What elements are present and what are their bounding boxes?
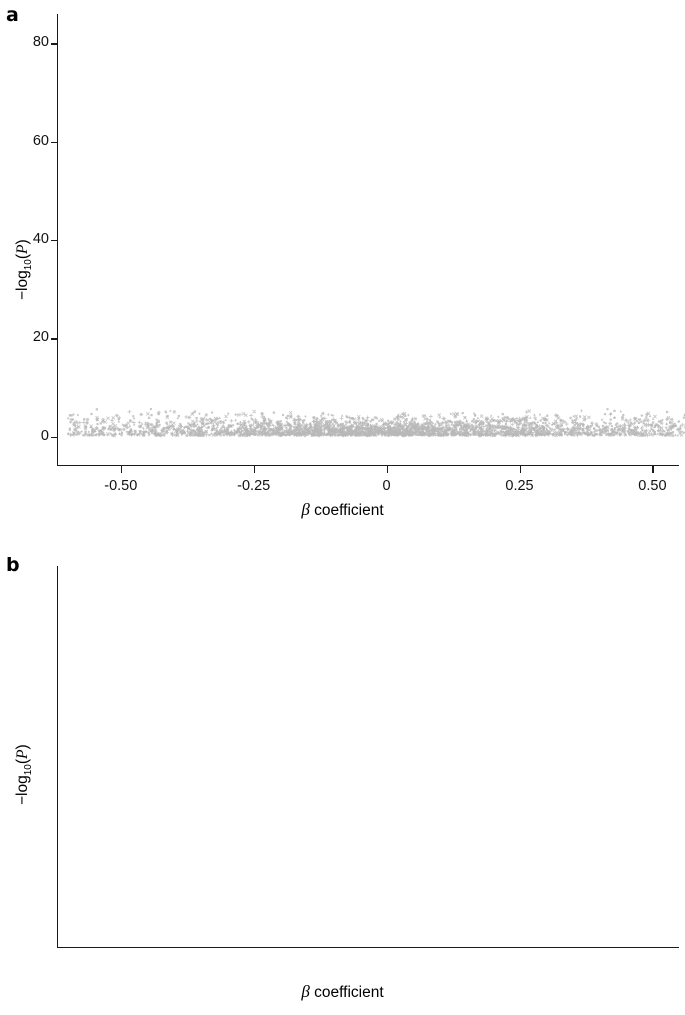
panel-a-canvas (66, 407, 685, 438)
panel-a: a −log10(P) β coefficient 0 20 40 60 80 -0.50… (6, 4, 685, 519)
panel-a-y-axis-title: −log10(P) (14, 239, 35, 300)
x-tick-label: 0.25 (505, 478, 534, 494)
x-tick-mark (652, 466, 654, 473)
y-tick-mark (51, 338, 57, 340)
y-tick-mark (51, 240, 57, 242)
x-tick-label: -0.50 (104, 478, 138, 494)
y-tick-label: 40 (32, 231, 49, 247)
x-tick-mark (519, 466, 521, 473)
x-tick-mark (386, 466, 388, 473)
nonsignificant-points (66, 407, 685, 438)
y-tick-mark (51, 43, 57, 45)
panel-a-letter: a (6, 4, 19, 26)
panel-b-canvas (0, 540, 685, 1015)
x-tick-label: 0 (382, 478, 391, 494)
y-tick-label: 80 (32, 34, 49, 51)
y-tick-label: 20 (32, 329, 49, 346)
panel-a-x-axis-title: β coefficient (301, 500, 384, 519)
x-tick-mark (120, 466, 123, 473)
panel-b-x-axis-title: β coefficient (301, 982, 384, 1001)
y-tick-mark (51, 141, 57, 144)
y-tick-label: 60 (32, 132, 49, 149)
y-tick-label: 0 (40, 427, 49, 444)
panel-a-plot-area (57, 14, 679, 466)
panel-b-y-axis-title: −log10(P) (14, 744, 35, 805)
x-tick-label: 0.50 (638, 478, 667, 494)
panel-b-letter: b (6, 554, 20, 576)
x-tick-mark (253, 466, 256, 473)
panel-b-plot-area (57, 566, 679, 948)
y-tick-mark (51, 436, 57, 438)
panel-b: b −log10(P) β coefficient (0, 540, 685, 1015)
x-tick-label: -0.25 (237, 478, 271, 494)
